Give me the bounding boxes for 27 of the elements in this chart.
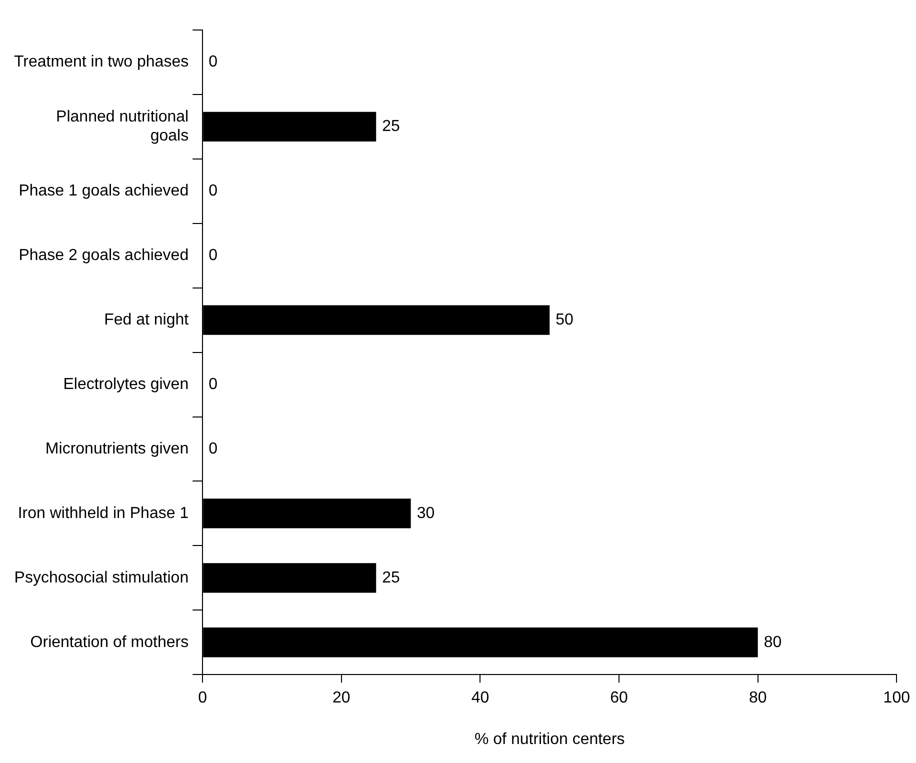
data-label: 25 — [382, 569, 400, 586]
data-label: 80 — [764, 634, 782, 651]
x-tick-label: 40 — [471, 690, 490, 707]
x-tick-label: 20 — [332, 690, 350, 707]
x-tick-label: 80 — [748, 690, 767, 707]
data-label: 25 — [382, 118, 400, 136]
x-tick-label: 0 — [198, 690, 208, 707]
y-tick-label: Micronutrients given — [45, 440, 189, 458]
y-tick-label: Iron withheld in Phase 1 — [18, 504, 189, 522]
y-tick-label: Treatment in two phases — [14, 54, 189, 71]
x-tick-label: 60 — [610, 690, 628, 707]
y-tick-label: Fed at night — [104, 311, 190, 328]
data-label: 50 — [556, 311, 574, 328]
data-label: 30 — [416, 504, 435, 522]
y-tick-label: Phase 1 goals achieved — [18, 182, 189, 200]
x-tick-label: 100 — [883, 690, 910, 707]
x-axis-title: % of nutrition centers — [474, 730, 625, 748]
y-tick-label: Phase 2 goals achieved — [18, 247, 189, 264]
y-tick-label: Electrolytes given — [63, 376, 189, 393]
y-tick-label: Psychosocial stimulation — [14, 569, 189, 586]
data-label: 0 — [208, 376, 218, 393]
data-label: 0 — [208, 182, 218, 200]
data-label: 0 — [208, 54, 218, 71]
data-label: 0 — [208, 440, 218, 458]
y-tick-label: Orientation of mothers — [30, 634, 189, 651]
y-tick-label: Planned nutritional goals — [56, 108, 189, 145]
data-label: 0 — [208, 247, 218, 264]
